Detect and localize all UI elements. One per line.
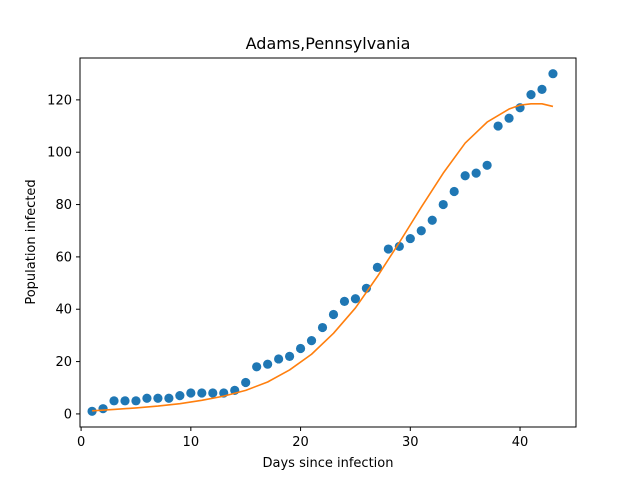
data-point — [438, 199, 448, 210]
y-axis-label: Population infected — [24, 179, 39, 304]
data-point — [504, 113, 514, 123]
data-point — [339, 296, 350, 306]
data-point — [109, 396, 119, 406]
data-point — [548, 69, 558, 79]
data-point — [153, 393, 163, 403]
data-point — [394, 241, 404, 252]
y-tick-label: 0 — [64, 407, 72, 422]
data-point — [449, 186, 459, 197]
data-point — [427, 215, 437, 225]
data-point — [383, 244, 393, 254]
data-point — [526, 90, 536, 100]
x-tick-label: 30 — [402, 435, 419, 450]
data-point — [252, 362, 262, 372]
series-layer — [87, 69, 558, 416]
fit-curve-line — [92, 103, 554, 412]
data-point — [493, 121, 503, 131]
data-point — [98, 404, 108, 414]
data-point — [120, 396, 130, 406]
data-point — [197, 388, 207, 398]
data-point — [142, 393, 152, 403]
data-point — [405, 233, 415, 244]
data-point — [372, 262, 382, 272]
data-point — [361, 283, 372, 293]
x-tick-label: 10 — [183, 435, 200, 450]
x-tick-label: 40 — [512, 435, 529, 450]
data-point — [471, 168, 481, 178]
data-point — [328, 309, 339, 320]
data-point — [186, 388, 196, 398]
x-axis-ticks: 0 10 20 30 40 — [77, 427, 528, 450]
data-point — [306, 336, 317, 346]
y-tick-label: 80 — [55, 198, 72, 213]
data-point — [241, 377, 251, 388]
data-point — [317, 322, 328, 333]
y-tick-label: 60 — [55, 250, 72, 265]
data-point — [350, 294, 361, 304]
data-point — [175, 390, 185, 401]
y-tick-label: 40 — [55, 303, 72, 318]
y-tick-label: 20 — [55, 355, 72, 370]
x-tick-label: 20 — [292, 435, 309, 450]
data-point — [208, 388, 218, 398]
data-point — [164, 393, 174, 403]
data-point — [284, 351, 295, 361]
data-point — [482, 160, 492, 170]
x-axis-label: Days since infection — [263, 456, 394, 471]
data-point — [416, 226, 426, 236]
x-tick-label: 0 — [77, 435, 85, 450]
data-point — [537, 84, 547, 95]
y-tick-label: 100 — [47, 146, 72, 161]
data-point — [131, 396, 141, 406]
data-point — [263, 359, 273, 369]
y-axis-ticks: 0 20 40 60 80 100 120 — [47, 93, 80, 422]
axes-frame — [79, 57, 577, 428]
data-point — [274, 354, 284, 364]
y-tick-label: 120 — [47, 93, 72, 108]
data-point — [295, 343, 306, 354]
data-point — [87, 406, 97, 416]
chart-title: Adams,Pennsylvania — [246, 34, 411, 53]
data-point — [460, 171, 470, 181]
